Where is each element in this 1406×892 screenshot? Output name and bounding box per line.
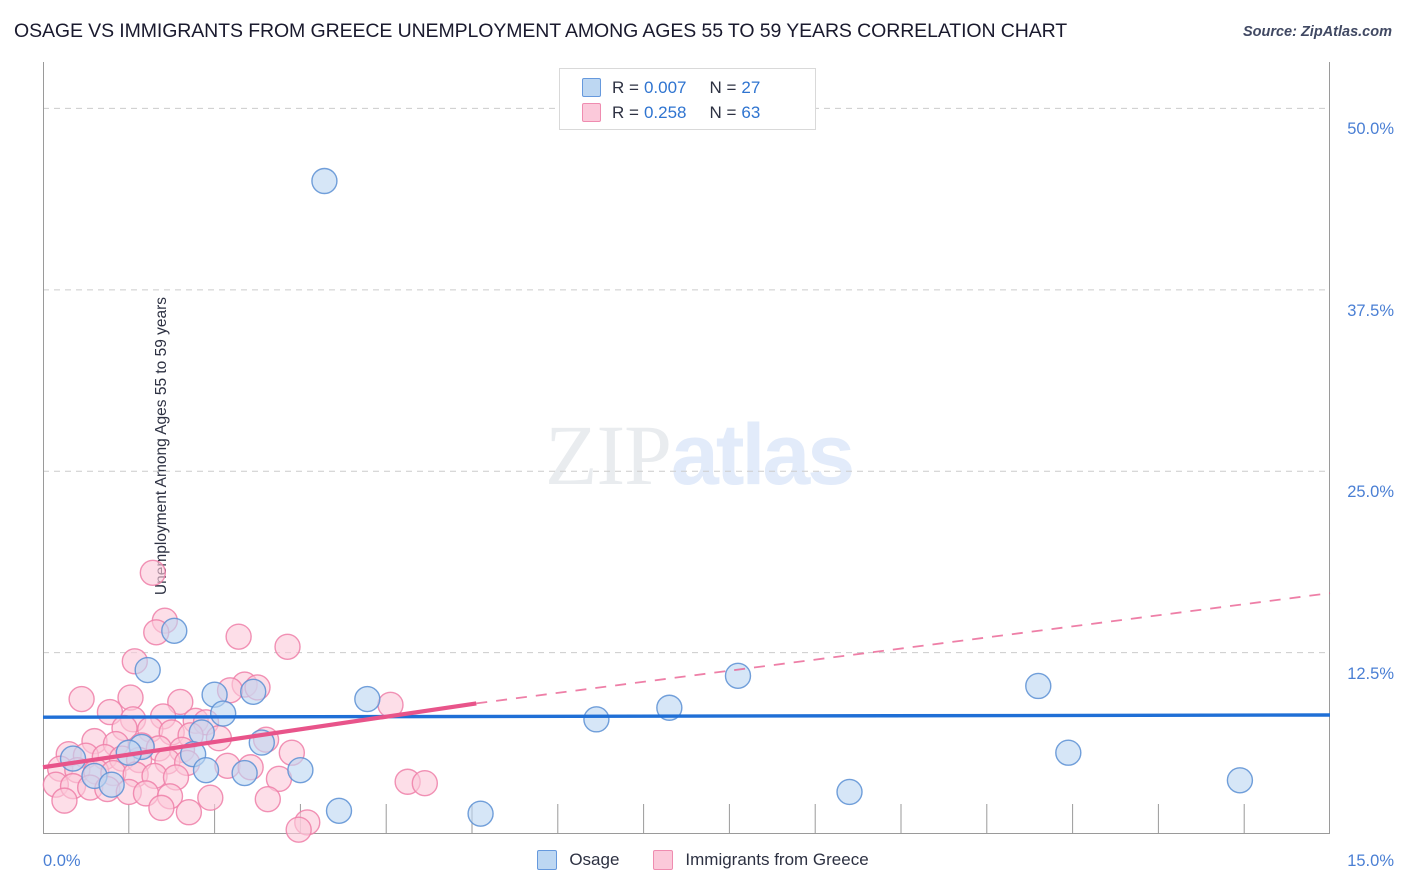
stat-swatch-osage [582, 78, 601, 97]
scatter-point [311, 167, 338, 195]
scatter-point [148, 794, 175, 822]
scatter-point [411, 770, 439, 797]
scatter-point [192, 756, 220, 784]
scatter-point [134, 656, 161, 684]
y-tick-label: 25.0% [1347, 483, 1394, 502]
stat-row: R = 0.258 N = 63 [582, 100, 815, 125]
scatter-point [467, 800, 494, 827]
scatter-point [197, 784, 224, 811]
scatter-point [354, 685, 381, 713]
legend-label-osage: Osage [569, 850, 620, 869]
scatter-point [583, 706, 610, 733]
scatter-point [139, 559, 167, 586]
stat-r-label: R = [612, 77, 639, 97]
source-label: Source: ZipAtlas.com [1242, 24, 1392, 40]
scatter-point [1055, 739, 1082, 766]
stat-n-value: 27 [741, 77, 761, 97]
scatter-point [51, 787, 78, 814]
x-min-label: 0.0% [43, 852, 81, 870]
stat-n-label: N = [709, 77, 737, 97]
scatter-point [167, 688, 194, 716]
scatter-point [161, 617, 188, 645]
scatter-point [175, 799, 203, 826]
stat-row: R = 0.007 N = 27 [582, 75, 815, 100]
stat-r-value: 0.258 [643, 102, 687, 122]
axis-lines [43, 62, 1330, 834]
scatter-point [68, 685, 95, 713]
plot-area [42, 62, 1331, 843]
legend-label-immigrants-from-greece: Immigrants from Greece [685, 850, 869, 869]
legend-item-immigrants-from-greece[interactable]: Immigrants from Greece [653, 850, 869, 870]
stat-swatch-immigrants-from-greece [582, 103, 601, 122]
trend-lines [42, 592, 1331, 770]
scatter-point [1025, 672, 1052, 700]
scatter-point [724, 662, 752, 690]
stats-legend-box: R = 0.007 N = 27 R = 0.258 N = 63 [559, 68, 816, 130]
scatter-point [98, 771, 125, 798]
stat-n-label: N = [709, 102, 737, 122]
scatter-point [285, 816, 312, 843]
gridlines [43, 107, 1330, 654]
scatter-point [254, 785, 281, 813]
scatter-point [656, 694, 683, 721]
scatter-point [240, 678, 267, 705]
scatter-point [287, 756, 314, 784]
series-legend: Osage Immigrants from Greece [0, 850, 1406, 870]
legend-swatch-immigrants-from-greece [653, 850, 674, 870]
y-tick-label: 12.5% [1347, 664, 1394, 683]
stat-r-label: R = [612, 102, 639, 122]
scatter-point [274, 633, 301, 661]
scatter-points-osage [59, 167, 1254, 827]
scatter-point [59, 745, 87, 772]
y-tick-label: 37.5% [1347, 301, 1394, 320]
scatter-point [325, 797, 353, 824]
x-max-label: 15.0% [1347, 852, 1394, 870]
trend-line-osage [42, 713, 1331, 719]
legend-swatch-osage [537, 850, 558, 870]
stat-n-value: 63 [741, 102, 761, 122]
scatter-point [209, 700, 237, 727]
plot-svg [42, 62, 1331, 843]
trend-line-extension [476, 592, 1331, 705]
y-tick-label: 50.0% [1347, 120, 1394, 139]
scatter-point [1226, 767, 1254, 794]
scatter-point [836, 778, 863, 806]
page-title: OSAGE VS IMMIGRANTS FROM GREECE UNEMPLOY… [14, 20, 1068, 42]
scatter-point [231, 759, 258, 787]
scatter-point [225, 623, 252, 650]
trend-line-immigrants-from-greece [42, 701, 477, 770]
legend-item-osage[interactable]: Osage [537, 850, 619, 870]
stat-r-value: 0.007 [643, 77, 687, 97]
